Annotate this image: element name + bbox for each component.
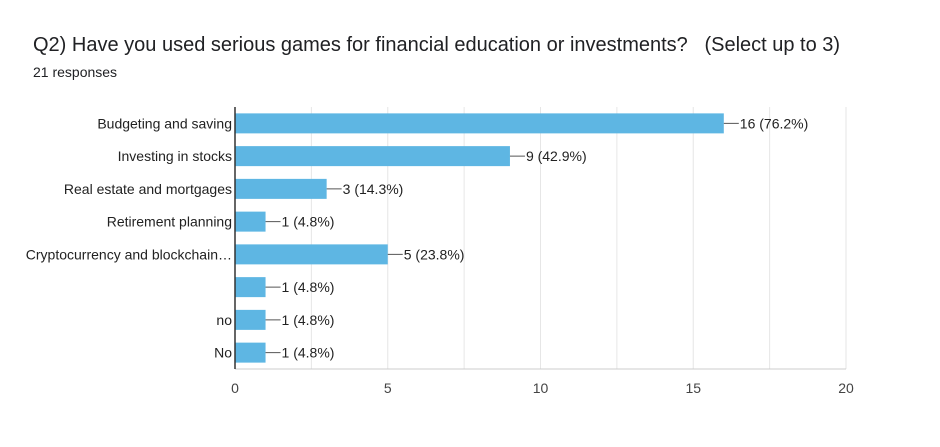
response-count: 21 responses [33,64,118,80]
bar [235,342,266,363]
category-label: Budgeting and saving [97,115,232,131]
bar [235,146,510,167]
category-label: Retirement planning [107,214,232,230]
x-tick-label: 0 [231,380,239,396]
x-tick-label: 10 [533,380,549,396]
bar [235,113,724,134]
category-labels: Budgeting and saving Investing in stocks R… [26,115,232,360]
data-label: 16 (76.2%) [740,115,808,131]
bar [235,277,266,298]
category-label: Cryptocurrency and blockchain… [26,246,232,262]
data-label: 1 (4.8%) [282,279,335,295]
bars [235,113,724,363]
bar [235,178,327,199]
bar [235,211,266,232]
bar [235,244,388,265]
data-label: 5 (23.8%) [404,246,465,262]
data-label: 1 (4.8%) [282,345,335,361]
category-label: No [214,345,232,361]
bar [235,309,266,330]
data-labels: 16 (76.2%) 9 (42.9%) 3 (14.3%) 1 (4.8%) 5 (2… [265,115,808,361]
x-tick-labels: 0 5 10 15 20 [231,380,854,396]
category-label: Investing in stocks [118,148,232,164]
category-label: no [216,312,232,328]
data-label: 1 (4.8%) [282,312,335,328]
category-label: Real estate and mortgages [64,181,232,197]
x-tick-label: 5 [384,380,392,396]
x-tick-label: 15 [685,380,701,396]
data-label: 9 (42.9%) [526,148,587,164]
data-label: 3 (14.3%) [343,181,404,197]
x-tick-label: 20 [838,380,854,396]
chart-title: Q2) Have you used serious games for fina… [33,34,841,56]
data-label: 1 (4.8%) [282,214,335,230]
